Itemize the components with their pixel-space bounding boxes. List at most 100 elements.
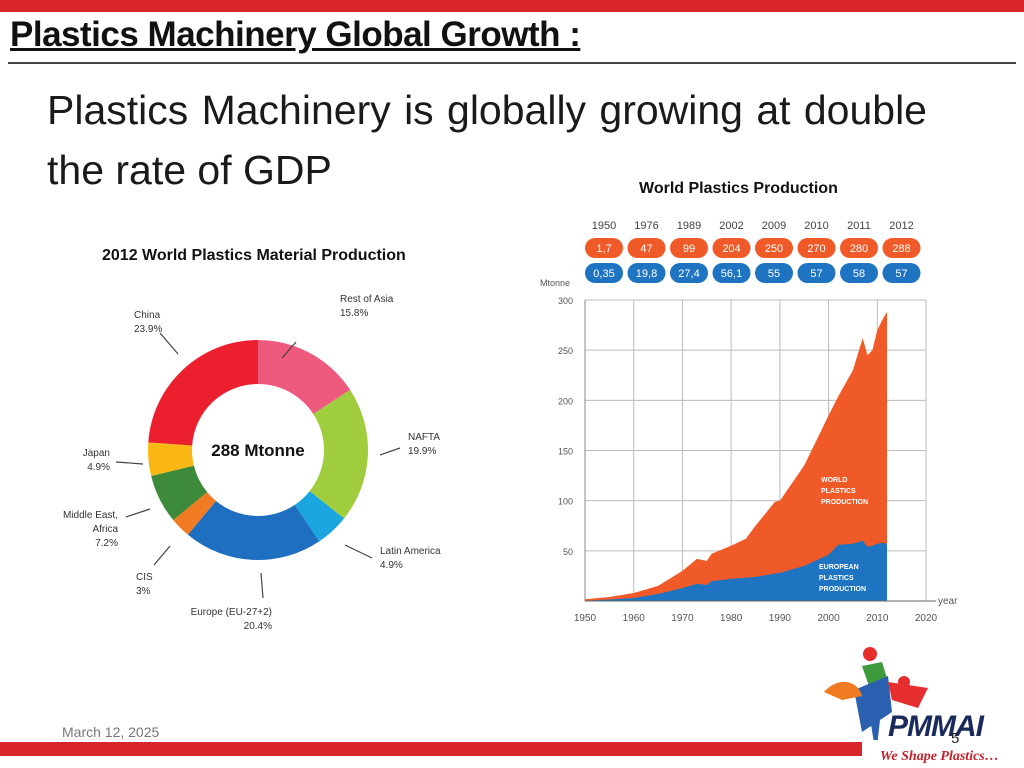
europe-value-label: 0,35 (593, 268, 614, 280)
slide-subtitle: Plastics Machinery is globally growing a… (47, 87, 927, 193)
leader-line (379, 447, 401, 456)
donut-chart: Rest of Asia 15.8% NAFTA 19.9% Latin America… (63, 294, 441, 632)
slice-value-label: 3% (136, 586, 151, 597)
x-axis-label: year (938, 596, 958, 607)
y-axis-label: Mtonne (540, 278, 570, 288)
world-value-pill (755, 238, 793, 258)
slice-label: NAFTA (408, 432, 440, 443)
europe-series-label: PRODUCTION (819, 586, 866, 593)
pmmai-logo: PMMAI We Shape Plastics… (824, 647, 1022, 768)
slice-value-label: 7.2% (95, 538, 118, 549)
slice-value-label: 4.9% (380, 560, 403, 571)
slice-label: Middle East, (63, 510, 118, 521)
table-year-label: 2010 (804, 220, 828, 232)
world-series-label: WORLD (821, 477, 847, 484)
logo-tagline: We Shape Plastics… (880, 749, 999, 764)
world-value-label: 250 (765, 243, 783, 255)
slice-value-label: 15.8% (340, 308, 368, 319)
table-year-label: 2002 (719, 220, 743, 232)
leader-line (115, 461, 144, 465)
europe-value-pill (840, 263, 878, 283)
world-value-label: 288 (892, 243, 910, 255)
slice-value-label: 20.4% (244, 621, 272, 632)
y-tick-label: 100 (558, 497, 573, 507)
europe-series-label: EUROPEAN (819, 564, 859, 571)
table-year-label: 2011 (847, 220, 871, 232)
europe-value-pill (755, 263, 793, 283)
world-value-pill (712, 238, 751, 258)
y-tick-label: 150 (558, 447, 573, 457)
page-number: 5 (951, 730, 960, 747)
table-year-label: 1989 (677, 220, 701, 232)
donut-slice (294, 491, 345, 542)
world-value-label: 1,7 (596, 243, 611, 255)
europe-value-pill (585, 263, 623, 283)
donut-chart-title: 2012 World Plastics Material Production (102, 247, 406, 264)
leader-line (281, 341, 297, 359)
europe-value-label: 57 (810, 268, 822, 280)
x-tick-label: 2000 (817, 613, 840, 624)
leader-line (125, 508, 151, 518)
leader-line (344, 544, 373, 559)
table-year-label: 1950 (592, 220, 616, 232)
donut-slice (148, 442, 194, 477)
y-tick-label: 200 (558, 396, 573, 406)
europe-value-pill (712, 263, 751, 283)
footer-date: March 12, 2025 (62, 724, 160, 740)
world-value-pill (670, 238, 708, 258)
europe-value-label: 57 (895, 268, 907, 280)
donut-slice (258, 340, 351, 414)
europe-value-label: 27,4 (678, 268, 699, 280)
slice-label: Europe (EU-27+2) (191, 607, 272, 618)
donut-slice (151, 465, 208, 521)
slice-label: CIS (136, 572, 153, 583)
x-tick-label: 1970 (671, 613, 694, 624)
donut-slice (173, 492, 216, 535)
europe-value-pill (882, 263, 921, 283)
world-series-label: PLASTICS (821, 488, 856, 495)
slide-title: Plastics Machinery Global Growth : (10, 15, 581, 54)
slice-value-label: 4.9% (87, 462, 110, 473)
slice-value-label: 19.9% (408, 446, 436, 457)
slice-label: Japan (83, 448, 110, 459)
europe-production-area (585, 540, 887, 601)
world-value-pill (840, 238, 878, 258)
title-divider (8, 62, 1016, 64)
world-value-pill (882, 238, 921, 258)
table-year-label: 1976 (634, 220, 658, 232)
world-value-label: 47 (640, 243, 652, 255)
europe-value-label: 58 (853, 268, 865, 280)
y-tick-label: 250 (558, 346, 573, 356)
table-year-label: 2009 (762, 220, 786, 232)
x-tick-label: 1950 (574, 613, 597, 624)
x-tick-label: 1960 (623, 613, 646, 624)
y-tick-label: 50 (563, 547, 573, 557)
world-value-pill (627, 238, 666, 258)
leader-line (159, 332, 179, 355)
donut-slice (187, 500, 320, 560)
world-value-pill (797, 238, 836, 258)
table-year-label: 2012 (889, 220, 913, 232)
slice-label: Latin America (380, 546, 441, 557)
x-tick-label: 1990 (769, 613, 792, 624)
footer-accent-bar (0, 742, 862, 756)
world-value-label: 204 (722, 243, 740, 255)
x-tick-label: 2020 (915, 613, 938, 624)
europe-series-label: PLASTICS (819, 575, 854, 582)
europe-value-pill (670, 263, 708, 283)
world-production-area (585, 312, 887, 601)
x-tick-label: 2010 (866, 613, 889, 624)
donut-center-label: 288 Mtonne (211, 441, 305, 460)
top-accent-bar (0, 0, 1024, 12)
donut-slice (148, 340, 258, 446)
area-chart: 1950 1,7 0,35 1976 47 19,8 1989 99 27,4 2002 204 56… (540, 220, 958, 624)
slice-label: Rest of Asia (340, 294, 394, 305)
donut-slice (309, 389, 368, 519)
slice-value-label: 23.9% (134, 324, 162, 335)
area-chart-title: World Plastics Production (639, 180, 838, 197)
x-tick-label: 1980 (720, 613, 743, 624)
y-tick-label: 300 (558, 296, 573, 306)
world-value-label: 99 (683, 243, 695, 255)
europe-value-label: 19,8 (636, 268, 657, 280)
slice-label: Africa (92, 524, 118, 535)
